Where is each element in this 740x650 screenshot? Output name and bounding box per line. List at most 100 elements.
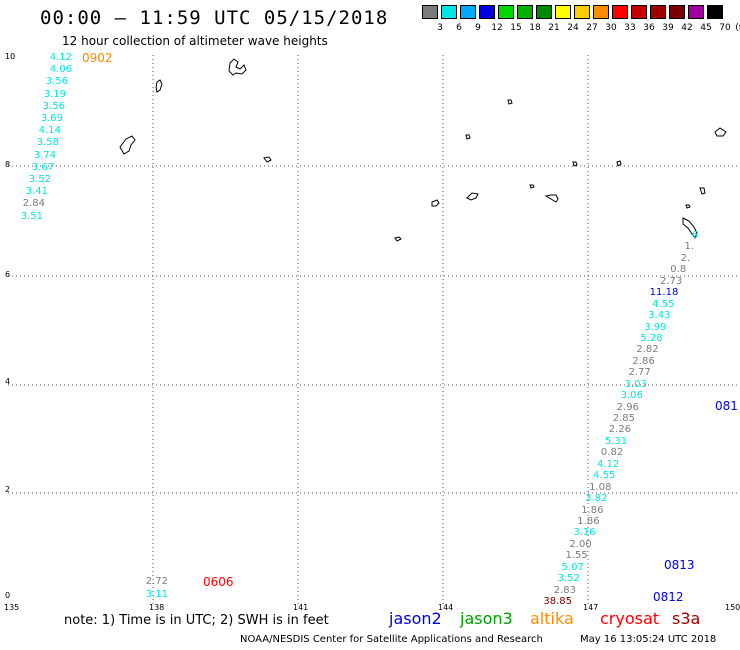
legend-swatch (650, 5, 666, 19)
legend-swatch (707, 5, 723, 19)
legend-swatch (460, 5, 476, 19)
wave-height-value: 3.52 (557, 573, 580, 585)
wave-height-value: 4.12 (49, 52, 72, 63)
legend-swatch (631, 5, 647, 19)
wave-height-value: 2.00 (569, 538, 592, 550)
wave-height-value: 3.51 (20, 210, 43, 222)
island-outline (394, 236, 402, 242)
island-outline (155, 79, 163, 93)
wave-height-value: 1. (684, 241, 695, 253)
satellite-name: cryosat (600, 609, 660, 628)
map-title: 00:00 – 11:59 UTC 05/15/2018 (40, 7, 389, 29)
pass-time-label: 0606 (203, 575, 234, 589)
wave-height-value: 2.96 (616, 401, 639, 413)
wave-height-value: 2.86 (632, 355, 655, 367)
legend-value: 70 (719, 23, 731, 33)
legend-value: 33 (624, 23, 636, 33)
wave-height-value: 3.74 (33, 149, 56, 161)
legend-value: 3 (437, 23, 443, 33)
legend-value: 21 (548, 23, 560, 33)
island-outline (466, 192, 479, 201)
wave-height-value: 3.06 (620, 390, 643, 402)
wave-height-value: 4.55 (593, 470, 616, 482)
wave-height-value: 1.86 (577, 515, 600, 527)
longitude-tick-label: 150 (725, 603, 740, 612)
legend-swatch (498, 5, 514, 19)
wave-height-value: 11.18 (649, 287, 679, 299)
legend-value: 30 (605, 23, 617, 33)
legend-swatch (441, 5, 457, 19)
legend-value: 6 (456, 23, 462, 33)
legend-value: 12 (491, 23, 503, 33)
wave-height-value: 3.16 (573, 527, 596, 539)
longitude-tick-label: 144 (438, 603, 454, 612)
longitude-tick-label: 147 (583, 603, 599, 612)
wave-height-value: 4.12 (596, 458, 620, 470)
wave-height-value: 0.82 (600, 447, 624, 459)
wave-height-value: 3.03 (624, 378, 647, 390)
wave-height-value: 3.56 (42, 100, 65, 112)
latitude-tick-label: 8 (5, 160, 11, 169)
latitude-tick-label: 6 (5, 270, 11, 279)
latitude-tick-label: 4 (5, 377, 11, 386)
wave-height-value: 3.11 (145, 589, 168, 600)
legend-swatch (517, 5, 533, 19)
latitude-tick-label: 0 (5, 591, 11, 600)
map-subtitle: 12 hour collection of altimeter wave hei… (62, 34, 328, 48)
pass-time-label: 081 (715, 399, 738, 413)
wave-height-value: 2.84 (22, 198, 45, 210)
wave-height-value: 3.56 (45, 76, 68, 88)
legend-value: 18 (529, 23, 541, 33)
island-outline (699, 187, 706, 195)
island-outlines (119, 58, 727, 242)
island-outline (529, 184, 535, 189)
island-outline (465, 134, 471, 140)
legend-value: 42 (681, 23, 693, 33)
island-outline (119, 135, 136, 155)
island-outline (685, 204, 691, 209)
wave-height-value: 3.58 (36, 137, 59, 149)
wave-height-value: 3.41 (25, 186, 48, 198)
island-outline (544, 194, 559, 203)
wave-height-value: 1.08 (589, 481, 612, 493)
legend-swatch (612, 5, 628, 19)
legend-unit: (ft) (735, 23, 740, 33)
footer-note: note: 1) Time is in UTC; 2) SWH is in fe… (64, 613, 329, 628)
legend-swatch (593, 5, 609, 19)
legend-swatch (574, 5, 590, 19)
generated-timestamp: May 16 13:05:24 UTC 2018 (580, 634, 717, 645)
wave-height-value: 2.83 (553, 584, 576, 596)
wave-height-value: 3.67 (31, 161, 54, 173)
wave-height-value: 5.28 (640, 332, 663, 344)
wave-height-value: 2.85 (612, 413, 635, 424)
legend-swatch (422, 5, 438, 19)
legend-value: 45 (700, 23, 712, 33)
pass-time-label: 0902 (82, 51, 113, 65)
satellite-name: altika (530, 609, 574, 628)
longitude-tick-label: 141 (293, 603, 309, 612)
island-outline (714, 127, 727, 137)
pass-time-label: 0812 (653, 590, 684, 604)
wave-height-value: 4.55 (652, 298, 675, 310)
island-outline (572, 161, 578, 167)
island-outline (263, 156, 272, 163)
wave-height-value: 38.85 (543, 596, 572, 607)
satellite-name: jason2 (389, 609, 442, 628)
legend-value: 36 (643, 23, 655, 33)
wave-height-value: 2.72 (145, 576, 168, 587)
legend-value: 27 (586, 23, 598, 33)
wave-height-value: 5.07 (561, 561, 584, 573)
longitude-tick-label: 138 (149, 603, 165, 612)
legend-value: 9 (475, 23, 481, 33)
latitude-tick-label: 10 (5, 52, 16, 61)
satellite-name: jason3 (460, 609, 513, 628)
wave-height-value: 2.26 (608, 424, 632, 436)
wave-height-value: 2.77 (628, 367, 651, 379)
wave-height-value: 4.06 (49, 64, 72, 76)
island-outline (616, 160, 622, 167)
wave-height-value: 6 (691, 230, 698, 241)
legend-swatch (688, 5, 704, 19)
latitude-tick-label: 2 (5, 485, 11, 494)
wave-height-value: 5.31 (604, 435, 628, 447)
